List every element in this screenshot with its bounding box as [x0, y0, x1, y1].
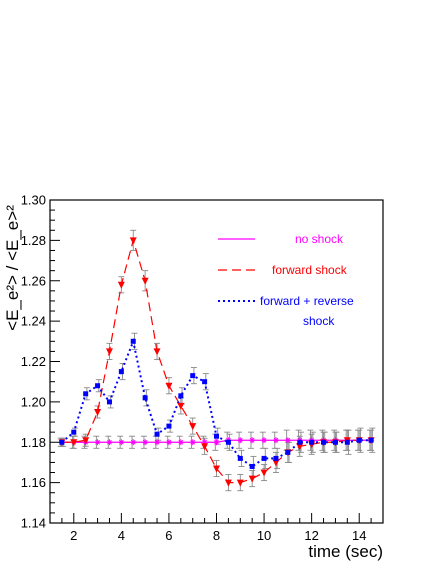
data-point	[213, 465, 220, 473]
data-point	[165, 382, 173, 390]
data-point	[261, 437, 268, 444]
data-point	[213, 439, 220, 446]
y-axis-title: <E_e²> / <E_e>²	[3, 205, 22, 331]
y-tick-label: 1.14	[21, 516, 46, 531]
data-point	[214, 433, 219, 439]
x-axis-title: time (sec)	[308, 542, 383, 561]
legend: no shock forward shock forward + reverse sh…	[218, 232, 354, 328]
data-point	[284, 437, 291, 444]
data-point	[309, 439, 315, 445]
data-point	[260, 469, 268, 477]
data-point	[249, 463, 255, 469]
data-point	[237, 455, 243, 461]
data-point	[129, 237, 137, 245]
data-point	[130, 439, 137, 446]
data-point	[273, 455, 279, 461]
data-point	[130, 338, 136, 344]
data-point	[272, 459, 280, 467]
data-point	[117, 281, 125, 289]
data-point	[261, 455, 267, 461]
y-tick-label: 1.28	[21, 233, 46, 248]
data-point	[118, 369, 124, 375]
data-point	[368, 437, 374, 443]
data-point	[142, 395, 148, 401]
data-point	[95, 383, 101, 389]
axes: 2 4 6 8 10 12 14 1.14 1.16 1.18 1.20 1.22 1.24 1.26 1.…	[21, 193, 384, 543]
legend-label: forward shock	[272, 263, 348, 277]
data-point	[201, 439, 208, 446]
data-point	[272, 437, 279, 444]
data-point	[94, 439, 101, 446]
data-point	[237, 437, 244, 444]
data-point	[177, 402, 185, 410]
data-point	[118, 439, 125, 446]
data-point	[59, 439, 65, 445]
y-tick-label: 1.16	[21, 475, 46, 490]
series-line	[61, 238, 372, 484]
data-point	[332, 439, 338, 445]
data-point	[165, 439, 172, 446]
x-tick-label: 8	[213, 528, 220, 543]
data-point	[106, 439, 113, 446]
legend-label: no shock	[295, 232, 344, 246]
y-tick-label: 1.26	[21, 273, 46, 288]
y-tick-label: 1.22	[21, 354, 46, 369]
x-tick-label: 14	[352, 528, 366, 543]
data-point	[248, 475, 256, 483]
y-tick-label: 1.30	[21, 193, 46, 208]
y-tick-label: 1.24	[21, 314, 46, 329]
data-point	[190, 373, 196, 379]
data-point	[236, 479, 244, 487]
data-point	[141, 277, 149, 285]
data-point	[285, 449, 291, 455]
data-point	[142, 439, 149, 446]
data-point	[297, 439, 303, 445]
x-tick-label: 6	[165, 528, 172, 543]
data-point	[296, 443, 304, 451]
data-point	[178, 393, 184, 399]
x-tick-label: 2	[70, 528, 77, 543]
plot-area	[57, 229, 376, 492]
data-point	[71, 429, 77, 435]
data-point	[153, 348, 161, 356]
data-point	[344, 439, 350, 445]
data-point	[356, 437, 362, 443]
data-point	[94, 408, 102, 416]
data-point	[201, 443, 209, 451]
data-point	[177, 439, 184, 446]
legend-label: forward + reverse	[260, 294, 354, 308]
legend-label: shock	[303, 314, 335, 328]
data-point	[83, 391, 89, 397]
data-point	[202, 379, 208, 385]
data-point	[154, 431, 160, 437]
data-point	[166, 423, 172, 429]
x-tick-label: 10	[257, 528, 271, 543]
data-point	[189, 423, 197, 431]
data-point	[106, 399, 112, 405]
data-point	[82, 437, 90, 445]
data-point	[189, 439, 196, 446]
data-point	[105, 348, 113, 356]
y-tick-label: 1.20	[21, 394, 46, 409]
data-point	[70, 439, 78, 447]
data-point	[154, 439, 161, 446]
data-point	[321, 439, 327, 445]
y-tick-label: 1.18	[21, 435, 46, 450]
data-point	[249, 437, 256, 444]
data-point	[225, 439, 231, 445]
x-tick-label: 4	[118, 528, 125, 543]
data-point	[224, 479, 232, 487]
x-tick-label: 12	[304, 528, 318, 543]
